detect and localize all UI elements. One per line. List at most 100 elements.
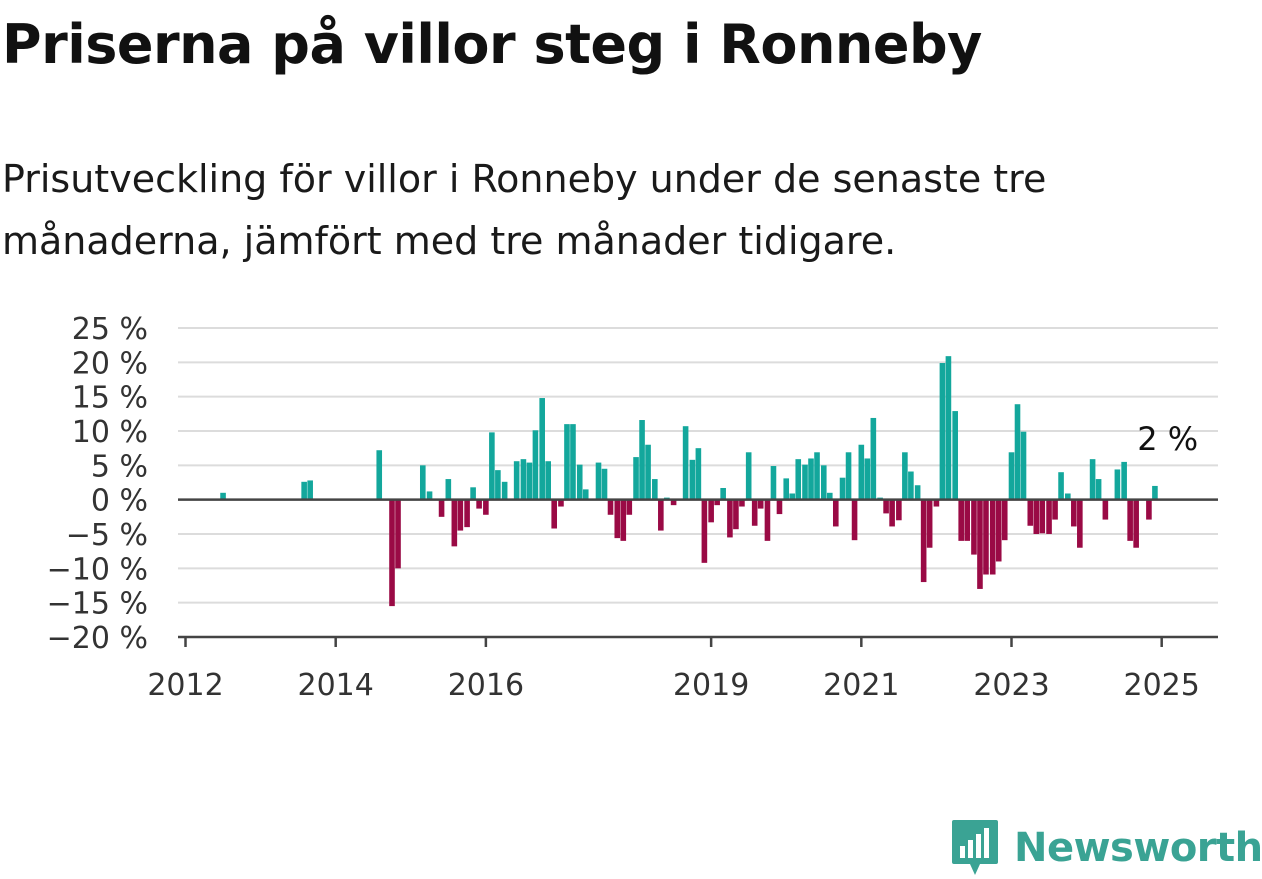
bar [1001, 499, 1008, 541]
bar [820, 465, 827, 500]
y-tick-label: 25 % [72, 312, 148, 347]
x-tick-label: 2016 [448, 668, 524, 703]
bar [802, 464, 808, 500]
bar [902, 452, 908, 500]
bar [558, 499, 564, 507]
bar [795, 459, 802, 500]
bar [952, 411, 958, 500]
bar [1071, 499, 1077, 527]
bar [419, 465, 426, 500]
bar [776, 499, 783, 515]
bar [745, 452, 752, 500]
bar [870, 417, 877, 500]
bars [220, 356, 1158, 607]
bar [933, 499, 940, 507]
bar [770, 466, 777, 500]
bar [889, 499, 895, 527]
bar [1039, 499, 1046, 534]
bar [1014, 404, 1021, 500]
bar [964, 499, 970, 541]
bar [301, 481, 307, 500]
bar [614, 499, 621, 539]
bar [814, 452, 820, 500]
y-tick-label: 0 % [91, 484, 148, 519]
bar [826, 492, 833, 500]
bar [708, 499, 714, 523]
bar [582, 489, 589, 500]
bar [1033, 499, 1040, 534]
y-tick-label: 5 % [91, 449, 148, 484]
y-tick-label: 10 % [72, 415, 148, 450]
bar [1133, 499, 1139, 548]
bar [989, 499, 996, 575]
newsworthy-logo: Newsworthy [950, 818, 1262, 878]
bar [695, 448, 702, 500]
bar [720, 487, 726, 500]
bar [783, 478, 790, 500]
bar [883, 499, 889, 514]
bar [914, 485, 921, 500]
bar [1027, 499, 1034, 526]
x-tick-label: 2014 [298, 668, 374, 703]
y-tick-label: 15 % [72, 381, 148, 416]
bar [551, 499, 558, 529]
bar [645, 444, 651, 500]
bar [220, 492, 226, 500]
bar [438, 499, 445, 517]
bar [1077, 499, 1083, 548]
bar [733, 499, 739, 530]
y-tick-label: −5 % [66, 518, 148, 553]
bar [864, 458, 871, 500]
bar [751, 499, 758, 526]
bar [470, 487, 476, 500]
bar [977, 499, 983, 589]
bar [958, 499, 964, 541]
bar [532, 430, 539, 500]
bar [1152, 485, 1158, 500]
latest-value-label: 2 % [1137, 420, 1198, 458]
bar [539, 398, 545, 500]
bar [896, 499, 902, 521]
bar [971, 499, 977, 555]
x-tick-label: 2023 [973, 668, 1049, 703]
y-tick-label: 20 % [72, 346, 148, 381]
bar [839, 477, 846, 500]
chart-title: Priserna på villor steg i Ronneby [2, 13, 982, 76]
bar [701, 499, 708, 563]
bar [983, 499, 989, 575]
bar [576, 464, 583, 500]
bar [495, 470, 501, 500]
axes [178, 498, 1218, 639]
bar [526, 462, 533, 500]
x-tick-label: 2025 [1124, 668, 1200, 703]
bar [739, 499, 745, 507]
y-tick-label: −10 % [47, 552, 148, 587]
bar [545, 461, 551, 500]
bar [851, 499, 858, 541]
bar [1121, 461, 1127, 500]
bar [1058, 472, 1064, 500]
bar [1102, 499, 1109, 520]
bar [939, 363, 946, 500]
bar [633, 457, 639, 500]
bar [845, 452, 852, 500]
bar [682, 426, 689, 500]
bar [689, 459, 696, 500]
bar [714, 499, 720, 506]
bar [1046, 499, 1052, 534]
bar [445, 479, 452, 500]
bar [995, 499, 1002, 562]
x-tick-label: 2019 [673, 668, 749, 703]
bar [1127, 499, 1133, 541]
x-tick-label: 2021 [823, 668, 899, 703]
bar [307, 480, 313, 500]
bar [945, 356, 952, 500]
bar [1146, 499, 1152, 520]
bar-chart: 25 %20 %15 %10 %5 %0 %−5 %−10 %−15 %−20 … [47, 312, 1218, 703]
bar [389, 499, 395, 607]
bar [595, 462, 602, 500]
bar [658, 499, 664, 531]
bar [620, 499, 627, 541]
brand-name: Newsworthy [1014, 825, 1262, 871]
bar [808, 458, 814, 500]
